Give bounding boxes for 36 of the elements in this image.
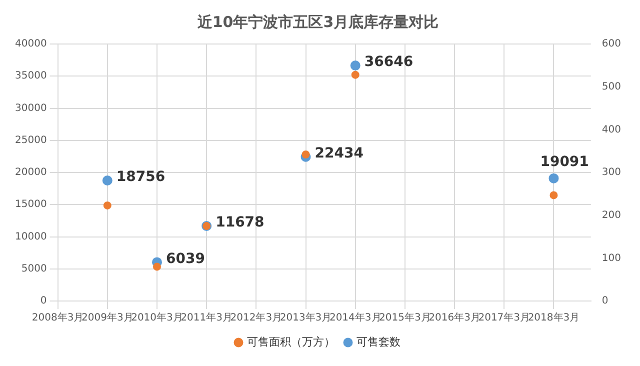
point [351,70,360,79]
y-tick-label: 15000 [15,199,47,210]
y-tick-label: 25000 [15,134,47,146]
chart-title: 近10年宁波市五区3月底库存量对比 [196,12,439,31]
data-label: 11678 [216,214,264,231]
y2-tick-label: 400 [602,124,622,136]
data-label: 18756 [116,169,166,186]
legend-label: 可售套数 [356,335,400,348]
y2-tick-label: 500 [602,81,622,92]
data-label: 36646 [364,54,414,70]
data-label: 6039 [166,250,205,267]
y2-tick-label: 600 [602,38,622,50]
y2-tick-label: 100 [602,252,622,264]
y-tick-label: 5000 [21,263,47,274]
y-tick-label: 10000 [15,231,47,242]
point [548,173,559,184]
y2-tick-label: 0 [602,296,608,307]
data-label: 22434 [314,146,364,162]
point [302,150,310,159]
y-tick-label: 30000 [15,102,47,114]
y2-tick-label: 200 [602,210,622,221]
legend-label: 可售面积（万方） [247,335,335,348]
y2-tick-label: 300 [602,167,622,178]
y-tick-label: 40000 [15,38,47,50]
x-tick-label: 2011年3月 [180,312,232,324]
point [350,60,360,71]
point [550,191,558,200]
y-tick-label: 0 [40,296,47,307]
point [152,262,161,271]
y-tick-label: 35000 [15,70,47,82]
y-tick-label: 20000 [15,167,47,178]
x-tick-label: 2016年3月 [428,312,480,324]
data-label: 19091 [540,154,589,170]
point [103,201,112,210]
point [102,175,112,186]
x-tick-label: 2018年3月 [528,312,580,324]
